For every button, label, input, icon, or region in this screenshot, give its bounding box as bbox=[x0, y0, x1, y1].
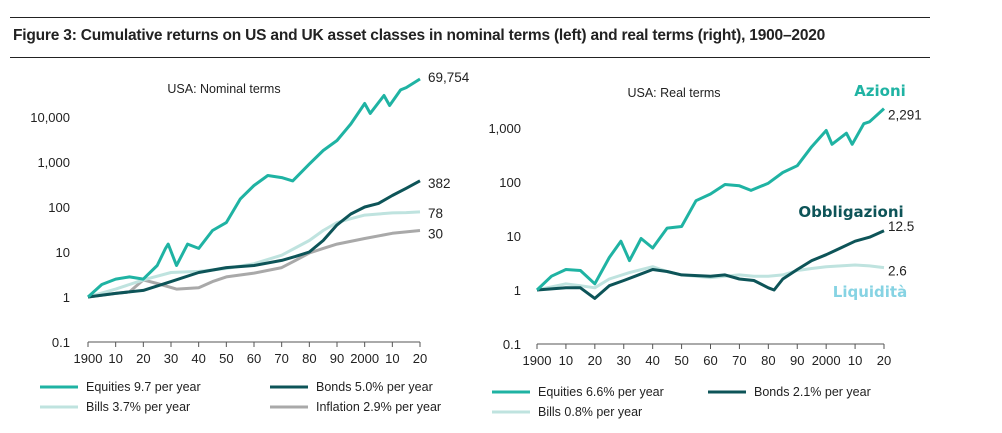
x-tick-label: 80 bbox=[761, 353, 775, 368]
y-tick-label: 10 bbox=[507, 229, 521, 244]
title-rule-top bbox=[10, 17, 930, 18]
series-line-bonds bbox=[536, 229, 885, 300]
annotation-equities: Azioni bbox=[854, 82, 906, 100]
x-tick-label: 30 bbox=[164, 351, 178, 366]
panel-title: USA: Nominal terms bbox=[167, 82, 280, 96]
x-tick-label: 50 bbox=[219, 351, 233, 366]
annotation-bonds: Obbligazioni bbox=[798, 203, 903, 221]
x-tick-label: 1900 bbox=[523, 353, 552, 368]
y-tick-label: 1,000 bbox=[37, 155, 70, 170]
y-tick-label: 1 bbox=[514, 283, 521, 298]
legend-label-bonds: Bonds 2.1% per year bbox=[754, 385, 871, 399]
x-tick-label: 70 bbox=[732, 353, 746, 368]
x-tick-label: 80 bbox=[302, 351, 316, 366]
series-line-bills bbox=[87, 210, 421, 299]
x-tick-label: 50 bbox=[674, 353, 688, 368]
x-tick-label: 20 bbox=[877, 353, 891, 368]
figure-title: Figure 3: Cumulative returns on US and U… bbox=[13, 27, 826, 44]
series-line-bonds bbox=[87, 179, 421, 299]
series-line-bills bbox=[536, 263, 885, 292]
end-value-label-bills: 2.6 bbox=[888, 264, 907, 279]
x-tick-label: 40 bbox=[645, 353, 659, 368]
x-tick-label: 40 bbox=[191, 351, 205, 366]
y-tick-label: 10,000 bbox=[30, 110, 70, 125]
x-tick-label: 10 bbox=[559, 353, 573, 368]
x-tick-label: 10 bbox=[385, 351, 399, 366]
y-tick-label: 1,000 bbox=[488, 121, 521, 136]
y-tick-label: 0.1 bbox=[52, 335, 70, 350]
x-tick-label: 90 bbox=[790, 353, 804, 368]
end-value-label-bills: 78 bbox=[428, 206, 443, 221]
y-tick-label: 0.1 bbox=[503, 337, 521, 352]
y-tick-label: 1 bbox=[63, 290, 70, 305]
title-rule-bottom bbox=[10, 57, 930, 58]
end-value-label-equities: 2,291 bbox=[888, 108, 922, 123]
series-line-equities bbox=[86, 77, 421, 299]
legend-label-bills: Bills 0.8% per year bbox=[538, 405, 642, 419]
panel-title: USA: Real terms bbox=[627, 86, 720, 100]
series-line-equities bbox=[535, 107, 886, 292]
legend-label-bonds: Bonds 5.0% per year bbox=[316, 380, 433, 394]
x-tick-label: 30 bbox=[617, 353, 631, 368]
legend-label-inflation: Inflation 2.9% per year bbox=[316, 400, 441, 414]
x-tick-label: 60 bbox=[703, 353, 717, 368]
x-tick-label: 10 bbox=[108, 351, 122, 366]
end-value-label-equities: 69,754 bbox=[428, 70, 470, 85]
x-tick-label: 2000 bbox=[812, 353, 841, 368]
y-tick-label: 10 bbox=[56, 245, 70, 260]
legend-label-bills: Bills 3.7% per year bbox=[86, 400, 190, 414]
x-tick-label: 20 bbox=[136, 351, 150, 366]
x-tick-label: 70 bbox=[274, 351, 288, 366]
end-value-label-bonds: 382 bbox=[428, 176, 451, 191]
x-tick-label: 90 bbox=[330, 351, 344, 366]
x-tick-label: 10 bbox=[848, 353, 862, 368]
x-tick-label: 60 bbox=[247, 351, 261, 366]
y-tick-label: 100 bbox=[499, 175, 521, 190]
legend-label-equities: Equities 6.6% per year bbox=[538, 385, 664, 399]
end-value-label-bonds: 12.5 bbox=[888, 219, 914, 234]
x-tick-label: 20 bbox=[413, 351, 427, 366]
x-tick-label: 1900 bbox=[74, 351, 103, 366]
x-tick-label: 2000 bbox=[350, 351, 379, 366]
x-tick-label: 20 bbox=[588, 353, 602, 368]
end-value-label-inflation: 30 bbox=[428, 227, 443, 242]
annotation-bills: Liquidità bbox=[833, 283, 907, 301]
legend-label-equities: Equities 9.7 per year bbox=[86, 380, 201, 394]
y-tick-label: 100 bbox=[48, 200, 70, 215]
